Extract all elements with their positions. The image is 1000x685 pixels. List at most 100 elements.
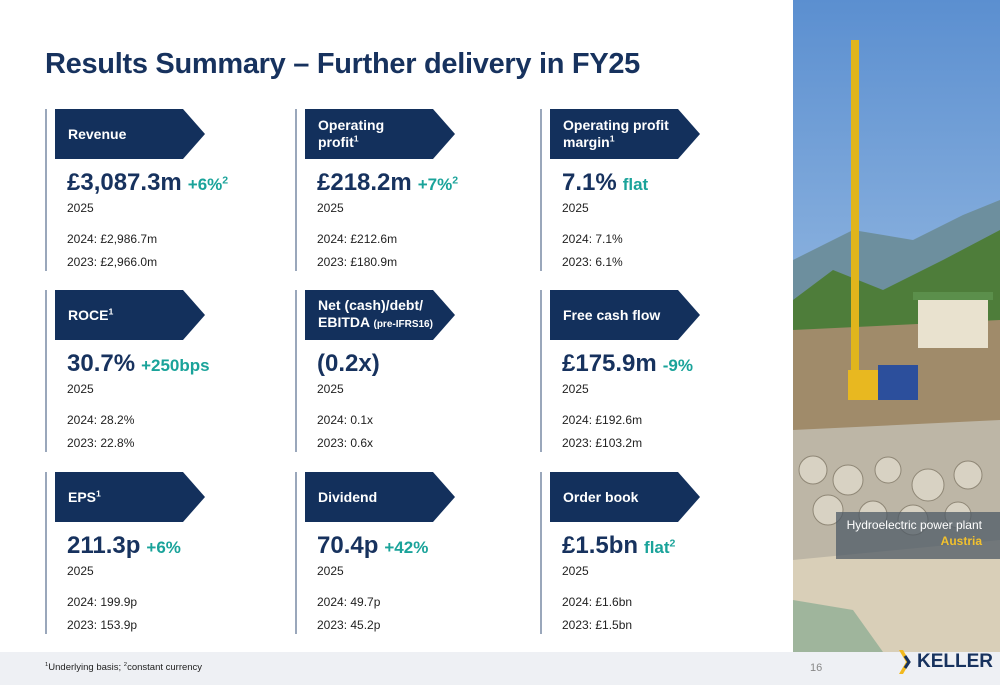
value: 70.4p [317,532,379,559]
photo-caption: Hydroelectric power plant [846,518,982,532]
card-header: Operating profit1 [305,109,455,159]
label-text: EPS [68,488,97,505]
label-text: Free cash flow [563,306,661,323]
value: 30.7% [67,350,136,377]
header-arrow [305,109,455,159]
prior-year: 2024: 28.2% [67,413,135,427]
card-header: Revenue [55,109,205,159]
card-label: Dividend [318,472,377,522]
value: 211.3p [67,532,141,559]
card-header: Free cash flow [550,290,700,340]
header-arrow [305,472,455,522]
label-line: Order book [563,489,638,506]
footnote-mark: 2 [123,661,128,668]
card-label: EPS1 [68,472,101,522]
change-sup: 2 [669,537,676,550]
photo-location: Austria [940,534,982,548]
prior-year: 2023: 45.2p [317,618,381,632]
logo-mark [899,650,911,674]
card-value: 30.7% +250bps [67,350,210,378]
card-header: Order book [550,472,700,522]
card-divider [540,290,542,452]
card-header: Operating profit margin1 [550,109,700,159]
label-text: Revenue [68,125,127,142]
prior-year: 2023: 22.8% [67,436,135,450]
header-arrow [55,472,205,522]
prior-year: 2024: £1.6bn [562,595,633,609]
label-text: Dividend [318,488,378,505]
page-number: 16 [810,662,823,674]
footnotes: 1Underlying basis; 2constant currency [45,662,202,673]
card-divider [540,109,542,271]
card-value: 7.1% flat [562,169,648,197]
label-sup: 1 [108,305,114,316]
prior-year: 2023: 0.6x [317,436,374,450]
card-label: ROCE1 [68,290,113,340]
prior-year: 2024: 0.1x [317,413,374,427]
prior-year: 2023: £1.5bn [562,618,633,632]
label-line: Operating [318,117,384,134]
label-text: EBITDA [318,314,370,330]
footnote-text: Underlying basis; [48,662,124,673]
label-line: Revenue [68,126,126,143]
prior-year: 2023: £180.9m [317,255,398,269]
change: +6% [146,538,181,557]
year: 2025 [562,382,589,396]
card-value: 211.3p +6% [67,532,181,560]
value: (0.2x) [317,350,380,377]
card-label: Order book [563,472,638,522]
logo-text: KELLER [917,651,993,672]
prior-year: 2024: 7.1% [562,232,623,246]
year: 2025 [317,382,344,396]
label-sup: 1 [96,487,101,498]
prior-year: 2023: 153.9p [67,618,138,632]
value: £3,087.3m [67,169,182,196]
photo [793,0,1000,652]
card-header: ROCE1 [55,290,205,340]
label-sup: 1 [353,133,359,144]
year: 2025 [67,382,94,396]
change: +42% [384,538,429,557]
value: £218.2m [317,169,412,196]
footer [0,652,1000,685]
header-arrow [55,290,205,340]
label-text: ROCE [68,306,109,323]
card-divider [45,472,47,634]
label-line: Dividend [318,489,377,506]
change-sup: 2 [452,174,459,187]
card-value: (0.2x) [317,350,380,378]
card-value: 70.4p +42% [317,532,428,560]
change: -9% [662,356,693,375]
card-label: Operating profit margin1 [563,109,669,159]
label-text: Operating [318,117,385,133]
card-label: Free cash flow [563,290,660,340]
label-text: Operating profit [563,117,669,133]
label-text: Order book [563,488,639,505]
header-arrow [305,290,455,340]
change: +6%2 [187,174,229,194]
prior-year: 2023: £103.2m [562,436,643,450]
card-value: £1.5bn flat2 [562,532,675,560]
label-line: EPS1 [68,489,101,506]
change: +250bps [141,356,210,375]
year: 2025 [317,564,344,578]
label-text: Net (cash)/debt/ [318,297,424,313]
card-divider [540,472,542,634]
label-note: (pre-IFRS16) [373,319,433,330]
card-divider [295,472,297,634]
change-sup: 2 [222,174,229,187]
change: flat2 [644,537,676,557]
label-line: Net (cash)/debt/ [318,297,433,314]
change: flat [622,175,649,194]
card-divider [295,109,297,271]
header-arrow [550,109,700,159]
card-divider [45,109,47,271]
label-line: EBITDA (pre-IFRS16) [318,314,433,333]
value: 7.1% [562,169,617,196]
card-value: £3,087.3m +6%2 [67,169,228,197]
year: 2025 [67,564,94,578]
footnote-mark: 1 [45,661,49,668]
change: +7%2 [417,174,459,194]
slide-title: Results Summary – Further delivery in FY… [45,48,641,80]
label-line: Operating profit [563,117,669,134]
